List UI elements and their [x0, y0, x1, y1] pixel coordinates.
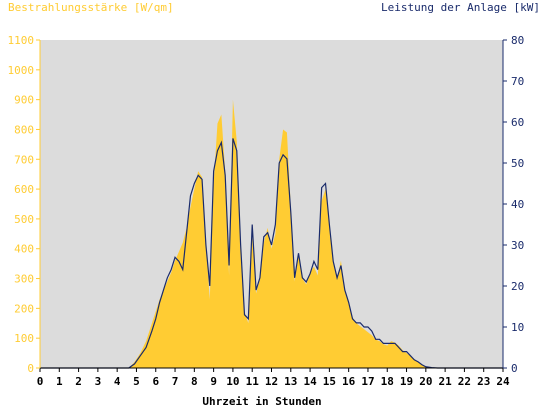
left-axis-title: Bestrahlungsstärke [W/qm] — [8, 1, 174, 14]
x-tick-label: 23 — [477, 375, 490, 388]
left-y-tick-label: 200 — [14, 302, 34, 315]
x-tick-label: 0 — [37, 375, 44, 388]
right-y-tick-label: 50 — [511, 157, 524, 170]
left-y-tick-label: 500 — [14, 213, 34, 226]
left-y-tick-label: 400 — [14, 243, 34, 256]
x-tick-label: 8 — [191, 375, 198, 388]
x-tick-label: 3 — [95, 375, 102, 388]
x-tick-label: 5 — [133, 375, 140, 388]
right-y-tick-label: 70 — [511, 75, 524, 88]
right-axis-title: Leistung der Anlage [kW] — [381, 1, 540, 14]
power-line — [40, 138, 503, 369]
irradiance-area — [40, 99, 503, 368]
left-y-tick-label: 1000 — [8, 64, 35, 77]
x-tick-label: 24 — [496, 375, 510, 388]
x-axis-title: Uhrzeit in Stunden — [202, 395, 321, 408]
left-y-tick-label: 900 — [14, 94, 34, 107]
right-y-tick-label: 40 — [511, 198, 524, 211]
x-tick-label: 14 — [303, 375, 317, 388]
x-tick-label: 6 — [152, 375, 159, 388]
x-tick-label: 15 — [323, 375, 336, 388]
x-tick-label: 13 — [284, 375, 297, 388]
x-tick-label: 17 — [361, 375, 374, 388]
left-y-tick-label: 600 — [14, 183, 34, 196]
power-series-layer — [40, 138, 503, 369]
left-y-tick-label: 300 — [14, 273, 34, 286]
right-y-tick-label: 60 — [511, 116, 524, 129]
x-tick-label: 22 — [458, 375, 471, 388]
left-y-tick-label: 0 — [27, 362, 34, 375]
x-tick-label: 7 — [172, 375, 179, 388]
x-tick-label: 19 — [400, 375, 413, 388]
right-y-tick-label: 20 — [511, 280, 524, 293]
right-y-tick-label: 0 — [511, 362, 518, 375]
x-tick-label: 4 — [114, 375, 121, 388]
x-tick-label: 12 — [265, 375, 278, 388]
right-y-tick-label: 80 — [511, 34, 524, 47]
left-y-tick-label: 700 — [14, 153, 34, 166]
x-tick-label: 9 — [210, 375, 217, 388]
x-tick-label: 18 — [381, 375, 394, 388]
x-tick-label: 11 — [246, 375, 260, 388]
irradiance-series-layer — [40, 99, 503, 368]
x-tick-label: 16 — [342, 375, 356, 388]
left-y-tick-label: 800 — [14, 123, 34, 136]
right-y-tick-label: 30 — [511, 239, 524, 252]
x-tick-label: 20 — [419, 375, 432, 388]
x-tick-label: 1 — [56, 375, 63, 388]
x-tick-label: 10 — [226, 375, 239, 388]
x-tick-label: 2 — [75, 375, 82, 388]
left-y-tick-label: 1100 — [8, 34, 35, 47]
left-y-tick-label: 100 — [14, 332, 34, 345]
right-y-tick-label: 10 — [511, 321, 524, 334]
axis-ticks-layer: 0 1 2 3 4 5 6 7 8 9 10 11 12 13 14 15 16 17 18 19 20 21 22 23 24… — [8, 34, 525, 388]
x-tick-label: 21 — [439, 375, 453, 388]
